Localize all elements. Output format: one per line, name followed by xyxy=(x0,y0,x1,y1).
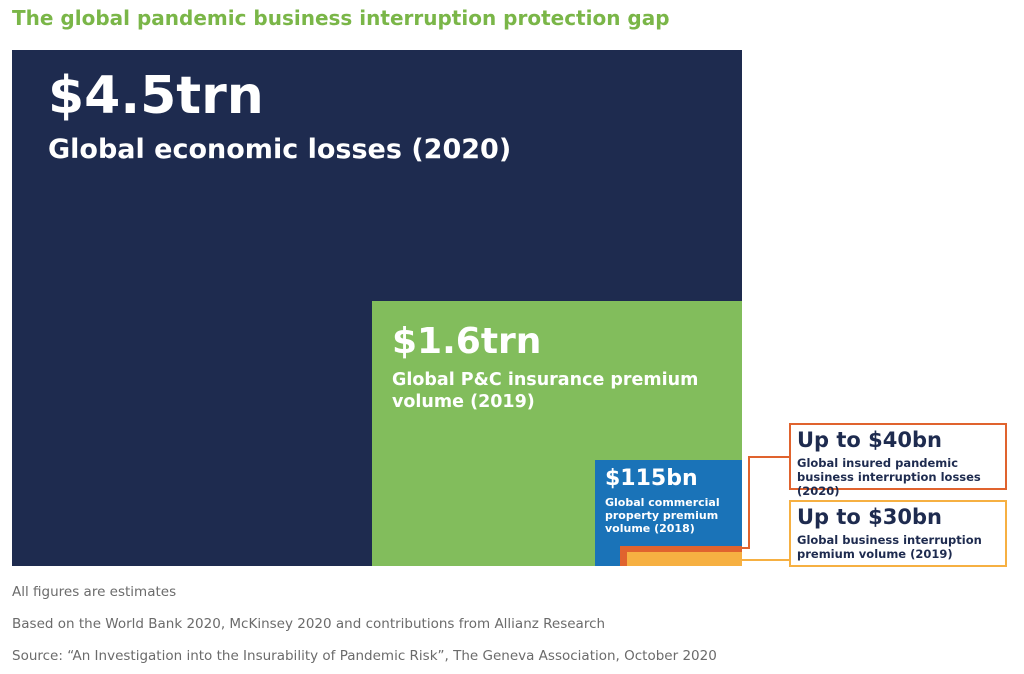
note-source: Source: “An Investigation into the Insur… xyxy=(12,648,717,664)
note-estimates: All figures are estimates xyxy=(12,584,177,600)
value-commercial-property: $115bn xyxy=(605,466,698,491)
block-bi-premium xyxy=(627,552,742,566)
label-pc-premium: Global P&C insurance premium volume (201… xyxy=(392,370,699,412)
callout-insured-losses: Up to $40bn Global insured pandemic busi… xyxy=(789,423,1007,498)
label-economic-losses: Global economic losses (2020) xyxy=(48,134,512,165)
value-insured-losses: Up to $40bn xyxy=(797,428,942,452)
note-based-on: Based on the World Bank 2020, McKinsey 2… xyxy=(12,616,606,632)
value-economic-losses: $4.5trn xyxy=(48,66,264,126)
label-bi-premium: Global business interruption premium vol… xyxy=(797,533,982,561)
chart-title: The global pandemic business interruptio… xyxy=(12,6,670,30)
label-insured-losses: Global insured pandemic business interru… xyxy=(797,456,981,498)
callout-bi-premium: Up to $30bn Global business interruption… xyxy=(789,500,1007,567)
value-bi-premium: Up to $30bn xyxy=(797,505,942,529)
value-pc-premium: $1.6trn xyxy=(392,321,542,362)
label-commercial-property: Global commercial property premium volum… xyxy=(605,496,720,535)
connector-insured-losses xyxy=(742,456,790,549)
